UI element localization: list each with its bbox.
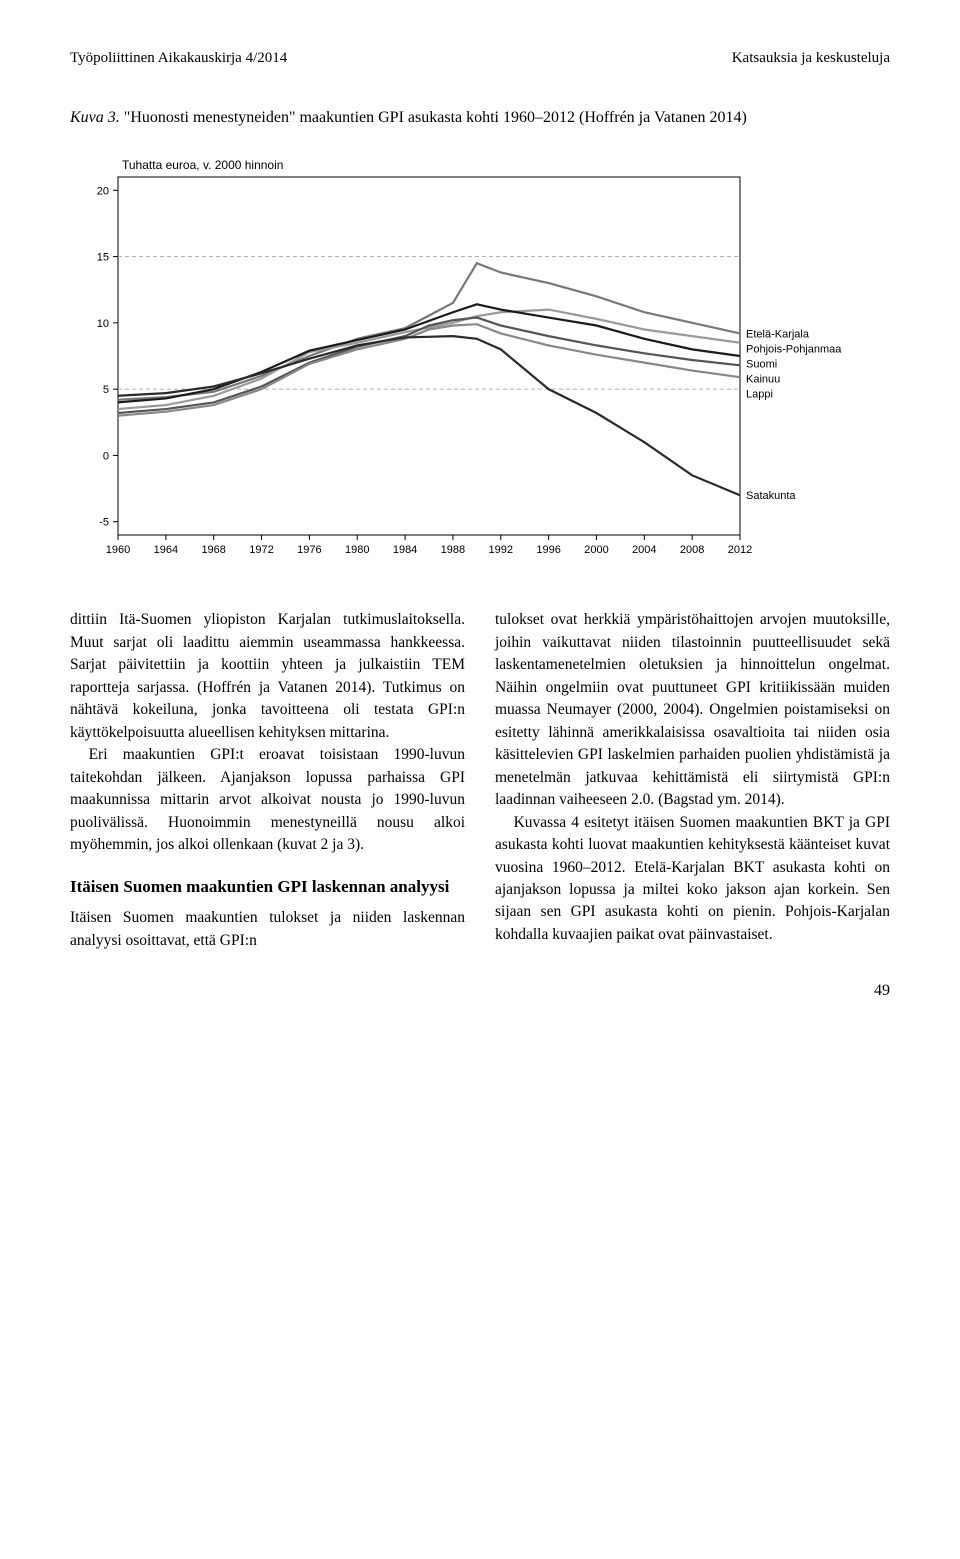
svg-text:1968: 1968	[201, 544, 225, 556]
page-number: 49	[70, 982, 890, 1000]
svg-text:Pohjois-Pohjanmaa: Pohjois-Pohjanmaa	[746, 344, 842, 356]
svg-text:2000: 2000	[584, 544, 608, 556]
svg-text:2004: 2004	[632, 544, 656, 556]
figure-caption-text: "Huonosti menestyneiden" maakuntien GPI …	[124, 109, 747, 126]
svg-text:1996: 1996	[536, 544, 560, 556]
svg-text:Etelä-Karjala: Etelä-Karjala	[746, 329, 810, 341]
svg-text:Kainuu: Kainuu	[746, 374, 780, 386]
svg-text:0: 0	[103, 451, 109, 463]
svg-text:10: 10	[97, 318, 109, 330]
svg-text:-5: -5	[99, 517, 109, 529]
figure-label: Kuva 3.	[70, 109, 120, 126]
header-left: Työpoliittinen Aikakauskirja 4/2014	[70, 50, 287, 67]
svg-text:1972: 1972	[249, 544, 273, 556]
chart-svg: -5 0 5 10 15 20 1960 1964 1968 1972 1976 1980 1984 19…	[70, 149, 890, 569]
body-text: dittiin Itä-Suomen yliopiston Karjalan t…	[70, 609, 890, 952]
svg-text:1988: 1988	[441, 544, 465, 556]
svg-text:5: 5	[103, 385, 109, 397]
paragraph: tulokset ovat herkkiä ympäristöhaittojen…	[495, 609, 890, 811]
header-right: Katsauksia ja keskusteluja	[732, 50, 890, 67]
svg-text:Suomi: Suomi	[746, 359, 777, 371]
running-header: Työpoliittinen Aikakauskirja 4/2014 Kats…	[70, 50, 890, 67]
svg-text:Lappi: Lappi	[746, 389, 773, 401]
svg-text:1992: 1992	[489, 544, 513, 556]
svg-text:Satakunta: Satakunta	[746, 491, 796, 503]
svg-text:1976: 1976	[297, 544, 321, 556]
svg-text:1964: 1964	[154, 544, 178, 556]
svg-text:1984: 1984	[393, 544, 417, 556]
svg-text:1960: 1960	[106, 544, 130, 556]
svg-text:2012: 2012	[728, 544, 752, 556]
paragraph: Eri maakuntien GPI:t eroavat toisistaan …	[70, 744, 465, 856]
svg-text:Tuhatta euroa, v. 2000 hinnoin: Tuhatta euroa, v. 2000 hinnoin	[122, 158, 283, 172]
paragraph: Itäisen Suomen maakuntien tulokset ja ni…	[70, 907, 465, 952]
svg-text:2008: 2008	[680, 544, 704, 556]
svg-text:1980: 1980	[345, 544, 369, 556]
paragraph: Kuvassa 4 esitetyt itäisen Suomen maakun…	[495, 812, 890, 947]
line-chart: -5 0 5 10 15 20 1960 1964 1968 1972 1976 1980 1984 19…	[70, 149, 890, 569]
paragraph: dittiin Itä-Suomen yliopiston Karjalan t…	[70, 609, 465, 744]
svg-text:20: 20	[97, 186, 109, 198]
section-heading: Itäisen Suomen maakuntien GPI laskennan …	[70, 875, 465, 900]
figure-caption: Kuva 3. "Huonosti menestyneiden" maakunt…	[70, 107, 890, 129]
svg-text:15: 15	[97, 252, 109, 264]
